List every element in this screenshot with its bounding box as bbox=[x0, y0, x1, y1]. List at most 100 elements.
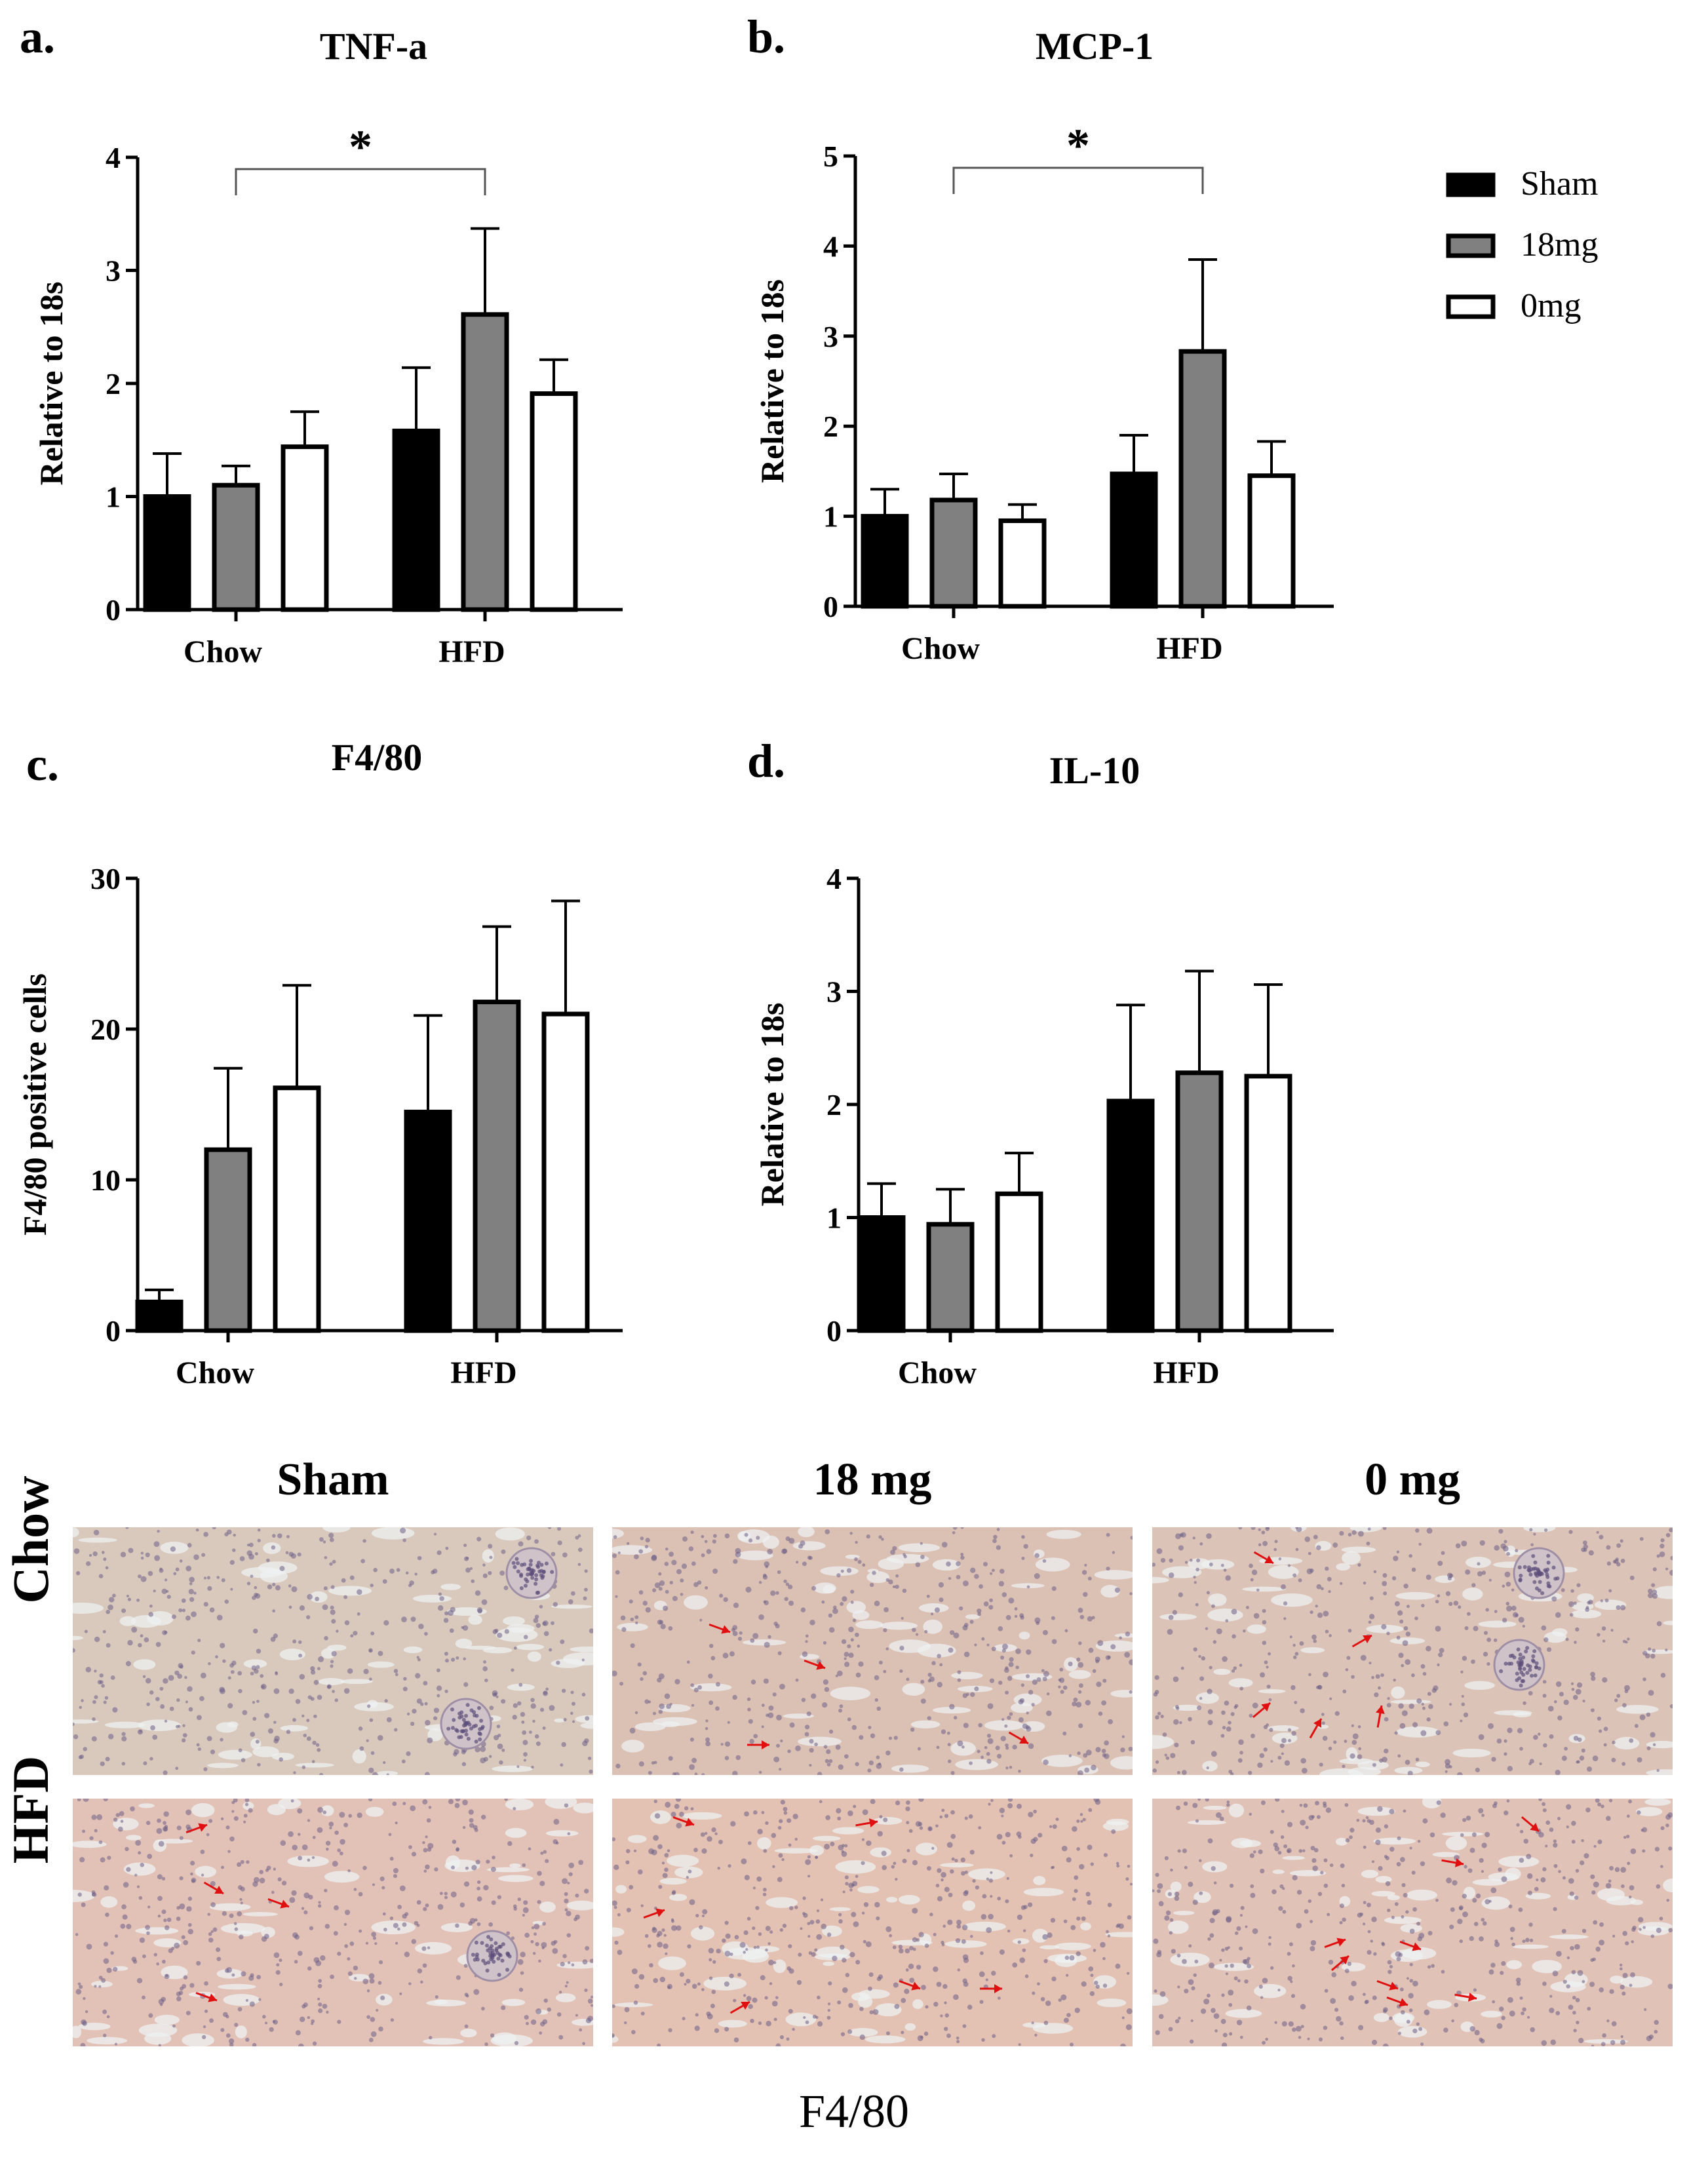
cell-nucleus bbox=[383, 1927, 387, 1932]
cell-nucleus bbox=[1323, 1610, 1329, 1617]
tubule-lumen bbox=[614, 2002, 653, 2008]
cell-nucleus bbox=[1005, 1743, 1009, 1747]
cell-nucleus bbox=[1087, 1576, 1092, 1581]
cell-nucleus bbox=[663, 1943, 669, 1949]
cell-nucleus bbox=[986, 1759, 992, 1764]
tubule-lumen bbox=[812, 1835, 841, 1841]
cell-nucleus bbox=[895, 1878, 898, 1881]
cell-nucleus bbox=[454, 1749, 459, 1755]
cell-nucleus bbox=[187, 1922, 192, 1927]
glomerulus-nucleus bbox=[476, 1706, 481, 1710]
cell-nucleus bbox=[630, 1617, 634, 1622]
cell-nucleus bbox=[158, 2044, 161, 2046]
tubule-lumen bbox=[423, 2038, 464, 2045]
cell-nucleus bbox=[893, 1736, 898, 1740]
cell-nucleus bbox=[1001, 1592, 1007, 1597]
cell-nucleus bbox=[1095, 1747, 1101, 1753]
cell-nucleus bbox=[562, 1954, 567, 1959]
cell-nucleus bbox=[1313, 1848, 1319, 1853]
cell-nucleus bbox=[961, 1745, 965, 1749]
cell-nucleus bbox=[279, 1982, 283, 1987]
cell-nucleus bbox=[989, 1598, 993, 1603]
tubule-lumen bbox=[555, 1993, 576, 2002]
tubule-lumen bbox=[1432, 1852, 1460, 1858]
cell-nucleus bbox=[613, 1535, 617, 1539]
cell-nucleus bbox=[404, 1951, 410, 1957]
tubule-lumen bbox=[1100, 1585, 1120, 1598]
bar-sham-hfd bbox=[1106, 1099, 1155, 1333]
cell-nucleus bbox=[370, 1583, 374, 1588]
cell-nucleus bbox=[384, 1699, 388, 1703]
cell-nucleus bbox=[1188, 1944, 1192, 1948]
cell-nucleus bbox=[225, 2033, 231, 2038]
cell-nucleus bbox=[654, 1582, 661, 1588]
cell-nucleus bbox=[329, 1826, 332, 1829]
cell-nucleus bbox=[1526, 1854, 1532, 1860]
tubule-lumen bbox=[566, 1900, 593, 1911]
cell-nucleus bbox=[1005, 1746, 1009, 1750]
cell-nucleus bbox=[120, 1551, 126, 1557]
cell-nucleus bbox=[1624, 1685, 1630, 1691]
cell-nucleus bbox=[1391, 1915, 1395, 1919]
cell-nucleus bbox=[1630, 1848, 1637, 1854]
glomerulus-nucleus bbox=[485, 1968, 490, 1973]
cell-nucleus bbox=[1399, 1723, 1406, 1729]
cell-nucleus bbox=[1571, 1839, 1576, 1844]
cell-nucleus bbox=[1446, 1877, 1452, 1884]
cell-nucleus bbox=[155, 1696, 160, 1702]
cell-nucleus bbox=[1549, 1734, 1554, 1739]
cell-nucleus bbox=[1249, 1563, 1253, 1569]
cell-nucleus bbox=[1277, 1850, 1282, 1855]
cell-nucleus bbox=[94, 1985, 97, 1988]
cell-nucleus bbox=[1589, 1981, 1595, 1987]
bar-sham-hfd bbox=[1110, 471, 1158, 609]
cell-nucleus bbox=[798, 1953, 802, 1957]
cell-nucleus bbox=[542, 1726, 546, 1730]
cell-nucleus bbox=[963, 1651, 970, 1658]
cell-nucleus bbox=[1437, 1663, 1440, 1667]
cell-nucleus bbox=[298, 1640, 302, 1645]
cell-nucleus bbox=[684, 1806, 689, 1810]
cell-nucleus bbox=[1349, 1827, 1355, 1833]
cell-nucleus bbox=[566, 1911, 572, 1917]
cell-nucleus bbox=[521, 1720, 525, 1724]
cell-nucleus bbox=[1648, 1588, 1653, 1594]
cell-nucleus bbox=[245, 2037, 250, 2042]
cell-nucleus bbox=[190, 1860, 195, 1866]
cell-nucleus bbox=[1405, 1759, 1410, 1765]
cell-nucleus bbox=[433, 1707, 440, 1713]
cell-nucleus bbox=[617, 1551, 621, 1555]
cell-nucleus bbox=[756, 1876, 762, 1882]
cell-nucleus bbox=[286, 1534, 290, 1538]
cell-nucleus bbox=[957, 1678, 961, 1683]
tubule-lumen bbox=[492, 2032, 517, 2045]
tubule-lumen bbox=[1094, 1570, 1133, 1580]
cell-nucleus bbox=[812, 2014, 817, 2019]
y-tick-label: 0 bbox=[106, 593, 121, 627]
cell-nucleus bbox=[851, 1911, 857, 1917]
cell-nucleus bbox=[105, 1757, 110, 1762]
cell-nucleus bbox=[665, 1801, 671, 1808]
cell-nucleus bbox=[1274, 1846, 1280, 1852]
tubule-lumen bbox=[1445, 1836, 1467, 1851]
cell-nucleus bbox=[659, 1620, 664, 1625]
cell-nucleus bbox=[1199, 1696, 1203, 1700]
cell-nucleus bbox=[1639, 1928, 1642, 1931]
cell-nucleus bbox=[490, 2033, 495, 2038]
cell-nucleus bbox=[624, 2007, 630, 2012]
cell-nucleus bbox=[368, 1799, 373, 1802]
cell-nucleus bbox=[1518, 1907, 1523, 1912]
cell-nucleus bbox=[719, 1593, 724, 1598]
tubule-lumen bbox=[1097, 1998, 1127, 2008]
cell-nucleus bbox=[1292, 1643, 1296, 1647]
cell-nucleus bbox=[587, 1756, 592, 1761]
cell-nucleus bbox=[838, 1919, 843, 1924]
cell-nucleus bbox=[737, 1972, 741, 1977]
cell-nucleus bbox=[775, 1996, 779, 1999]
cell-nucleus bbox=[91, 1814, 97, 1820]
cell-nucleus bbox=[1462, 1911, 1468, 1917]
cell-nucleus bbox=[1287, 1738, 1292, 1743]
cell-nucleus bbox=[807, 1875, 811, 1878]
cell-nucleus bbox=[705, 1586, 708, 1590]
cell-nucleus bbox=[136, 1978, 143, 1983]
